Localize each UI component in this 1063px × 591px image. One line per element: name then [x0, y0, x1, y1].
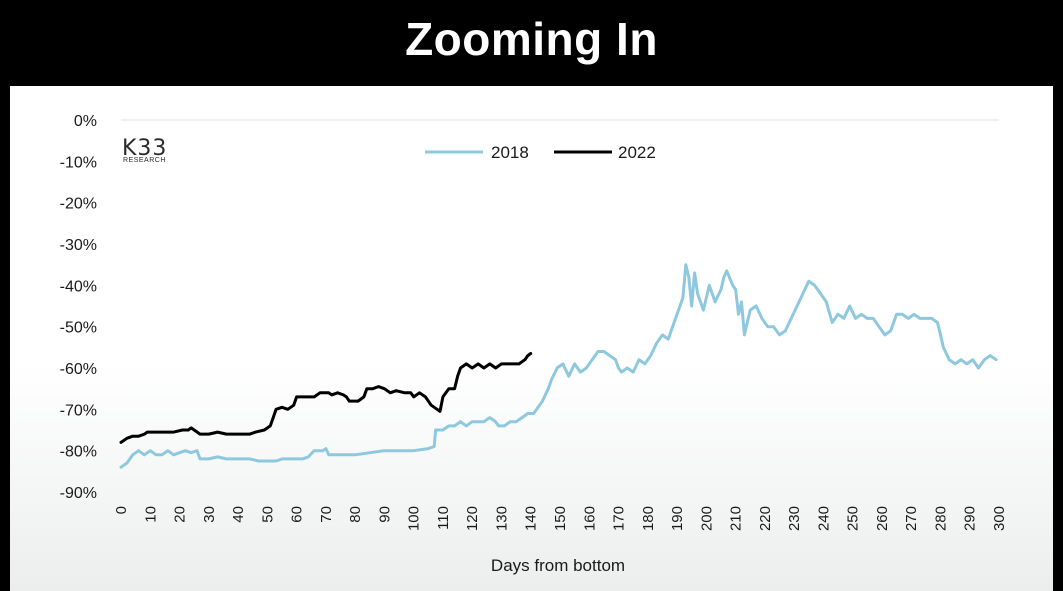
y-tick-label: -30% — [60, 237, 97, 254]
y-tick-label: -10% — [60, 154, 97, 171]
title-bar: Zooming In — [0, 0, 1063, 84]
x-tick-label: 40 — [230, 506, 247, 523]
legend-label-2018: 2018 — [491, 143, 529, 162]
x-tick-label: 50 — [259, 506, 276, 523]
x-tick-label: 200 — [698, 506, 715, 531]
series-line-2022 — [119, 352, 533, 444]
logo-sub-text: RESEARCH — [123, 157, 166, 164]
y-tick-label: -50% — [60, 320, 97, 337]
x-tick-label: 30 — [201, 506, 218, 523]
x-tick-label: 290 — [962, 506, 979, 531]
y-axis-ticks: 0% -10% -20% -30% -40% -50% -60% -70% -80% -90% — [60, 113, 97, 502]
y-tick-label: -60% — [60, 361, 97, 378]
x-tick-label: 10 — [142, 506, 159, 523]
x-tick-label: 240 — [815, 506, 832, 531]
legend-label-2022: 2022 — [618, 143, 656, 162]
x-tick-label: 180 — [640, 506, 657, 531]
x-tick-label: 20 — [172, 506, 189, 523]
x-axis-label: Days from bottom — [491, 556, 625, 575]
y-tick-label: -80% — [60, 444, 97, 461]
slide-title: Zooming In — [405, 13, 658, 65]
x-tick-label: 100 — [406, 506, 423, 531]
x-tick-label: 270 — [903, 506, 920, 531]
series-layer — [119, 263, 998, 469]
x-tick-label: 230 — [786, 506, 803, 531]
x-tick-label: 80 — [347, 506, 364, 523]
y-tick-label: -70% — [60, 402, 97, 419]
x-tick-label: 250 — [845, 506, 862, 531]
x-tick-label: 160 — [581, 506, 598, 531]
chart-panel: 0% -10% -20% -30% -40% -50% -60% -70% -80% -90% 0… — [10, 86, 1053, 591]
line-chart: 0% -10% -20% -30% -40% -50% -60% -70% -80% -90% 0… — [60, 113, 1008, 575]
x-tick-label: 300 — [991, 506, 1008, 531]
series-line-2018 — [119, 263, 998, 469]
x-tick-label: 60 — [289, 506, 306, 523]
x-tick-label: 120 — [464, 506, 481, 531]
x-tick-label: 210 — [728, 506, 745, 531]
x-tick-label: 280 — [932, 506, 949, 531]
x-tick-label: 220 — [757, 506, 774, 531]
x-tick-label: 70 — [318, 506, 335, 523]
x-tick-label: 170 — [611, 506, 628, 531]
y-tick-label: -90% — [60, 485, 97, 502]
x-axis-ticks: 0 10 20 30 40 50 60 70 80 90 100 110 120 130 140 150 160… — [113, 506, 1008, 531]
x-tick-label: 130 — [493, 506, 510, 531]
logo: K33 RESEARCH — [122, 136, 167, 164]
legend: 2018 2022 — [425, 143, 656, 162]
x-tick-label: 150 — [552, 506, 569, 531]
x-tick-label: 190 — [669, 506, 686, 531]
x-tick-label: 0 — [113, 506, 130, 514]
y-tick-label: 0% — [74, 113, 97, 130]
y-tick-label: -20% — [60, 196, 97, 213]
y-tick-label: -40% — [60, 278, 97, 295]
x-tick-label: 140 — [523, 506, 540, 531]
x-tick-label: 90 — [376, 506, 393, 523]
x-tick-label: 260 — [874, 506, 891, 531]
logo-main-text: K33 — [122, 136, 167, 161]
x-tick-label: 110 — [435, 506, 452, 530]
